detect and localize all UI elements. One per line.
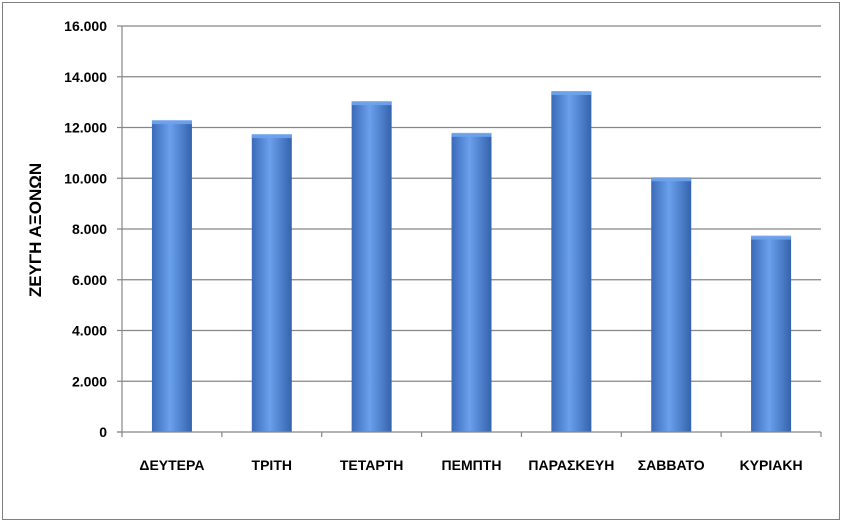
bar bbox=[451, 132, 492, 432]
bar-body bbox=[151, 121, 192, 432]
bar-body bbox=[551, 91, 592, 432]
y-tick-label: 2.000 bbox=[72, 373, 107, 389]
bar-body bbox=[351, 102, 392, 432]
x-tick-label: ΤΕΤΑΡΤΗ bbox=[340, 457, 404, 473]
y-tick-label: 10.000 bbox=[64, 170, 107, 186]
x-tick-label: ΤΡΙΤΗ bbox=[252, 457, 292, 473]
bar-top bbox=[451, 132, 492, 137]
bars bbox=[151, 90, 792, 433]
bar-body bbox=[751, 236, 792, 432]
y-tick-label: 4.000 bbox=[72, 323, 107, 339]
bar-body bbox=[651, 178, 692, 432]
bar bbox=[651, 177, 692, 432]
y-tick-label: 16.000 bbox=[64, 18, 107, 34]
x-tick-label: ΔΕΥΤΕΡΑ bbox=[139, 457, 204, 473]
bar bbox=[251, 134, 292, 433]
x-axis-ticks: ΔΕΥΤΕΡΑ ΤΡΙΤΗ ΤΕΤΑΡΤΗ ΠΕΜΠΤΗ ΠΑΡΑΣΚΕΥΗ ΣΑΒΒΑΤ… bbox=[139, 457, 802, 473]
bar-top bbox=[251, 134, 292, 139]
y-tick-label: 12.000 bbox=[64, 120, 107, 136]
bar bbox=[551, 90, 592, 432]
y-tick-label: 8.000 bbox=[72, 221, 107, 237]
bar-top bbox=[151, 120, 192, 125]
bar-top bbox=[551, 90, 592, 95]
bar bbox=[151, 120, 192, 432]
y-axis-label: ΖΕΥΓΗ ΑΞΟΝΩΝ bbox=[26, 163, 45, 297]
bar-top bbox=[651, 177, 692, 182]
x-tick-label: ΠΑΡΑΣΚΕΥΗ bbox=[528, 457, 614, 473]
y-axis-ticks: 0 2.000 4.000 6.000 8.000 10.000 12.000 14.000 1… bbox=[64, 18, 122, 440]
y-tick-label: 14.000 bbox=[64, 69, 107, 85]
x-tick-label: ΣΑΒΒΑΤΟ bbox=[638, 457, 705, 473]
axes bbox=[117, 26, 822, 437]
x-tick-label: ΚΥΡΙΑΚΗ bbox=[740, 457, 803, 473]
bar-top bbox=[751, 235, 792, 240]
bar bbox=[751, 235, 792, 432]
bar-top bbox=[351, 101, 392, 106]
bar-body bbox=[251, 135, 292, 433]
y-tick-label: 0 bbox=[99, 424, 107, 440]
bar bbox=[351, 101, 392, 432]
x-tick-label: ΠΕΜΠΤΗ bbox=[442, 457, 502, 473]
bar-body bbox=[451, 133, 492, 432]
y-tick-label: 6.000 bbox=[72, 272, 107, 288]
